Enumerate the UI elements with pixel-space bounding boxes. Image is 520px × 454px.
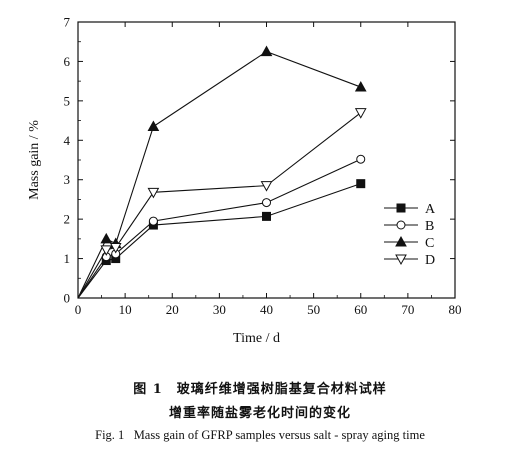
legend-marker — [395, 235, 407, 247]
legend-label: D — [425, 253, 435, 268]
x-tick-label: 50 — [307, 302, 320, 317]
caption-english-text: Mass gain of GFRP samples versus salt - … — [133, 428, 425, 442]
x-tick-label: 10 — [119, 302, 132, 317]
legend-entry-a: A — [384, 202, 436, 217]
caption-english: Fig. 1 Mass gain of GFRP samples versus … — [0, 428, 520, 443]
data-point-b — [262, 198, 271, 208]
x-tick-label: 60 — [354, 302, 367, 317]
caption-english-label: Fig. 1 — [95, 428, 125, 442]
data-point-c — [147, 120, 160, 131]
y-axis-title: Mass gain / % — [27, 120, 42, 200]
data-point-d — [100, 245, 113, 256]
data-point-b — [356, 154, 366, 164]
series-b — [77, 154, 366, 299]
data-point-c — [100, 232, 113, 244]
y-tick-label: 1 — [64, 251, 71, 266]
legend-entry-c: C — [384, 235, 434, 251]
y-tick-label: 7 — [64, 15, 71, 30]
legend-marker — [395, 254, 407, 266]
data-point-a — [262, 211, 271, 221]
data-point-c — [260, 45, 273, 57]
legend-label: A — [425, 202, 436, 217]
caption-chinese-line-1: 图 1 玻璃纤维增强树脂基复合材料试样 — [133, 382, 387, 397]
data-point-a — [356, 179, 366, 189]
legend-marker — [396, 220, 406, 230]
series-d — [77, 108, 367, 299]
data-point-c — [354, 81, 367, 92]
y-tick-label: 3 — [64, 172, 71, 187]
x-tick-label: 30 — [213, 302, 226, 317]
series-layer — [77, 45, 367, 299]
data-point-b — [148, 216, 158, 226]
x-tick-label: 20 — [166, 302, 179, 317]
series-line-d — [77, 112, 362, 299]
x-tick-label: 80 — [449, 302, 462, 317]
mass-gain-chart: 0 10 20 30 40 50 60 70 80 0 1 2 3 4 5 6 7 Time / d Mass ga… — [27, 15, 462, 347]
series-line-a — [77, 183, 361, 299]
legend-marker — [396, 203, 406, 213]
y-tick-label: 0 — [64, 291, 71, 306]
series-line-b — [77, 158, 361, 299]
legend-label: C — [425, 236, 434, 251]
series-line-c — [77, 50, 361, 299]
legend-entry-d: D — [384, 253, 435, 268]
x-tick-label: 40 — [260, 302, 273, 317]
x-tick-label: 70 — [401, 302, 414, 317]
axes: 0 10 20 30 40 50 60 70 80 0 1 2 3 4 5 6 7 Time / d Mass ga… — [27, 15, 462, 347]
data-point-d — [260, 181, 273, 192]
data-point-d — [354, 108, 367, 119]
y-tick-label: 4 — [64, 133, 71, 148]
series-c — [77, 45, 367, 299]
y-tick-label: 6 — [64, 54, 71, 69]
legend-label: B — [425, 219, 434, 234]
y-tick-label: 5 — [64, 93, 71, 108]
data-point-d — [147, 187, 160, 199]
data-point-d — [109, 243, 122, 254]
x-tick-label: 0 — [75, 302, 82, 317]
legend-entry-b: B — [384, 219, 434, 234]
caption-chinese-line-2: 增重率随盐雾老化时间的变化 — [168, 406, 351, 421]
y-tick-label: 2 — [64, 212, 71, 227]
x-axis-title: Time / d — [233, 331, 280, 346]
